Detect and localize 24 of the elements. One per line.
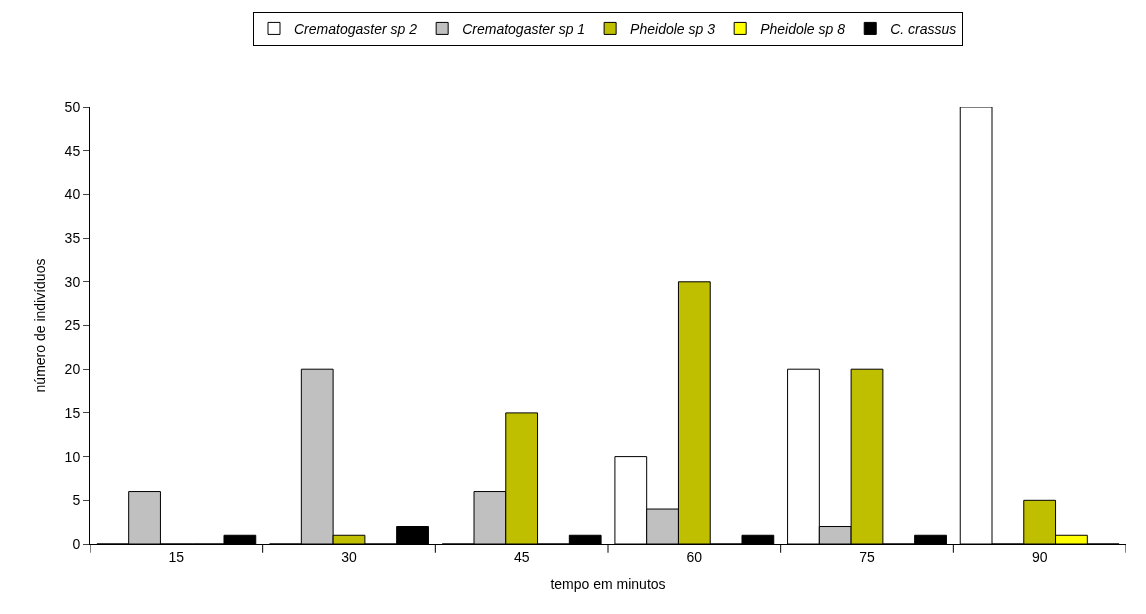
y-tick-label: 25	[64, 317, 81, 334]
x-axis-title: tempo em minutos	[550, 576, 666, 593]
y-tick-label: 45	[64, 142, 81, 159]
x-tick-label: 30	[341, 548, 357, 565]
y-tick-label: 30	[64, 273, 81, 290]
y-tick-label: 50	[64, 98, 81, 115]
y-tick-label: 15	[64, 404, 81, 421]
y-tick-label: 20	[64, 361, 81, 378]
y-tick-label: 5	[72, 492, 81, 509]
x-tick-label: 60	[686, 548, 703, 565]
legend-label: Pheidole sp 8	[760, 20, 846, 37]
y-tick-label: 0	[72, 535, 81, 552]
legend-label: Pheidole sp 3	[630, 20, 716, 37]
legend-label: Crematogaster sp 1	[462, 20, 586, 37]
legend-label: Crematogaster sp 2	[294, 20, 418, 37]
y-axis-title: número de indivíduos	[32, 258, 49, 393]
y-tick-label: 35	[64, 230, 81, 246]
y-tick-label: 10	[64, 448, 81, 465]
x-tick-label: 45	[513, 548, 530, 565]
x-tick-label: 90	[1031, 548, 1048, 565]
x-tick-label: 75	[859, 548, 875, 565]
x-tick-label: 15	[168, 548, 185, 565]
y-tick-label: 40	[64, 186, 81, 203]
legend-label: C. crassus	[890, 20, 957, 37]
